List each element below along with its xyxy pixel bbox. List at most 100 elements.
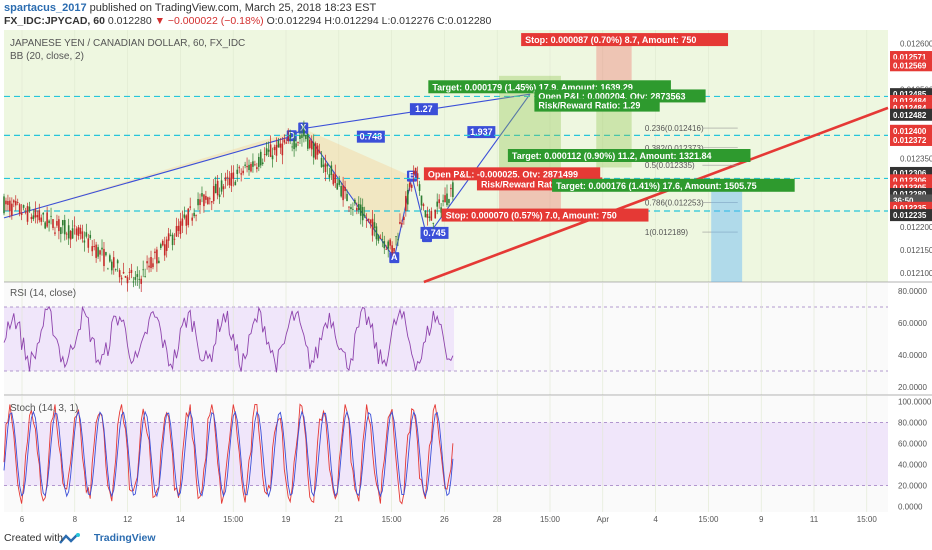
candle-body <box>238 167 241 169</box>
candle-body <box>103 248 105 267</box>
candle-body <box>179 221 182 235</box>
candle-body <box>105 252 107 256</box>
candle-body <box>85 232 88 237</box>
footer-brand[interactable]: TradingView <box>93 532 156 544</box>
candle-body <box>414 167 417 174</box>
fib-level-label: 0.382(0.012373) <box>645 144 704 153</box>
x-tick-label: 19 <box>282 515 291 524</box>
candle-body <box>222 186 225 190</box>
candle-body <box>199 199 201 206</box>
candle-body <box>312 142 315 158</box>
candle-body <box>295 143 297 148</box>
candle-body <box>361 206 364 221</box>
candle-body <box>20 212 23 215</box>
candle-body <box>93 246 95 248</box>
candle-body <box>401 223 403 225</box>
x-tick-label: 11 <box>810 515 819 524</box>
candle-body <box>354 199 356 204</box>
candle-body <box>422 204 425 207</box>
price-change: −0.000022 (−0.18%) <box>167 15 264 27</box>
stoch-indicator-label: Stoch (14, 3, 1) <box>10 403 79 414</box>
candle-body <box>71 228 74 239</box>
candle-body <box>426 213 429 218</box>
candle-body <box>320 157 323 168</box>
candle-body <box>293 139 295 150</box>
target-label-box: Target: 0.000176 (1.41%) 17.6, Amount: 1… <box>552 178 795 192</box>
stop-box-bg <box>521 33 729 47</box>
candle-body <box>146 261 148 264</box>
candle-body <box>397 239 399 241</box>
candle-body <box>201 193 203 197</box>
publish-info: published on TradingView.com, March 25, … <box>89 2 377 14</box>
candle-body <box>412 171 415 175</box>
candle-body <box>46 212 48 227</box>
candle-body <box>246 166 248 168</box>
candle-body <box>175 226 178 237</box>
candle-body <box>242 170 244 174</box>
candle-body <box>99 250 101 255</box>
stoch-tick-label: 60.0000 <box>898 439 927 448</box>
stop-label-box: Open P&L: -0.000025, Qty: 2871499 <box>423 167 601 181</box>
candle-body <box>173 238 176 240</box>
candle-body <box>418 184 421 191</box>
stop-label-box: Stop: 0.000070 (0.57%) 7.0, Amount: 750 <box>441 208 649 222</box>
price-tag-label: 0.012235 <box>893 211 927 220</box>
bb-indicator-label: BB (20, close, 2) <box>10 51 84 62</box>
candle-body <box>405 195 407 211</box>
author-link[interactable]: spartacus_2017 <box>4 2 87 14</box>
candle-body <box>109 255 111 262</box>
price-tag-label: 0.012235 <box>893 204 927 213</box>
candle-body <box>79 227 82 234</box>
candle-body <box>220 180 223 192</box>
candle-body <box>140 278 143 284</box>
rsi-series <box>3 305 454 373</box>
candle-body <box>3 196 5 214</box>
candle-body <box>236 169 239 174</box>
tradingview-logo-icon <box>59 533 80 544</box>
candle-body <box>375 226 378 240</box>
candle-body <box>305 134 307 140</box>
candle-body <box>336 183 339 190</box>
candle-body <box>28 206 31 212</box>
candle-body <box>130 269 133 273</box>
pattern-point-box <box>298 122 309 134</box>
candle-body <box>7 201 9 205</box>
candle-body <box>444 195 446 203</box>
candle-body <box>410 184 413 188</box>
x-tick-label: 9 <box>759 515 764 524</box>
candle-body <box>210 201 213 203</box>
candle-body <box>379 237 382 239</box>
candle-body <box>230 173 233 186</box>
candle-body <box>399 221 401 224</box>
candle-body <box>287 137 290 142</box>
candle-body <box>383 241 386 249</box>
candle-body <box>348 206 350 208</box>
rsi-tick-label: 40.0000 <box>898 351 927 360</box>
price-tag-label: 0.012306 <box>893 176 927 185</box>
x-tick-label: 4 <box>653 515 658 524</box>
candle-body <box>332 174 335 185</box>
candle-body <box>26 206 29 222</box>
candle-body <box>9 200 11 212</box>
candle-body <box>118 270 121 278</box>
candle-body <box>228 177 231 186</box>
candle-body <box>281 143 284 156</box>
candle-body <box>271 155 274 160</box>
fib-level-label: 0.5(0.012335) <box>645 161 695 170</box>
publish-header: spartacus_2017 published on TradingView.… <box>4 2 376 14</box>
x-tick-label: 15:00 <box>223 515 244 524</box>
last-price: 0.012280 <box>107 15 152 27</box>
candle-body <box>406 189 409 205</box>
candle-body <box>365 220 368 222</box>
candle-body <box>158 260 160 264</box>
candle-body <box>197 198 199 206</box>
candle-body <box>352 208 354 210</box>
candle-body <box>124 275 127 278</box>
candle-body <box>160 244 162 248</box>
candle-body <box>301 134 303 138</box>
candle-body <box>13 200 15 203</box>
candle-body <box>307 133 309 149</box>
stop-box-text: Risk/Reward Ratio: 1.27 <box>481 179 583 189</box>
